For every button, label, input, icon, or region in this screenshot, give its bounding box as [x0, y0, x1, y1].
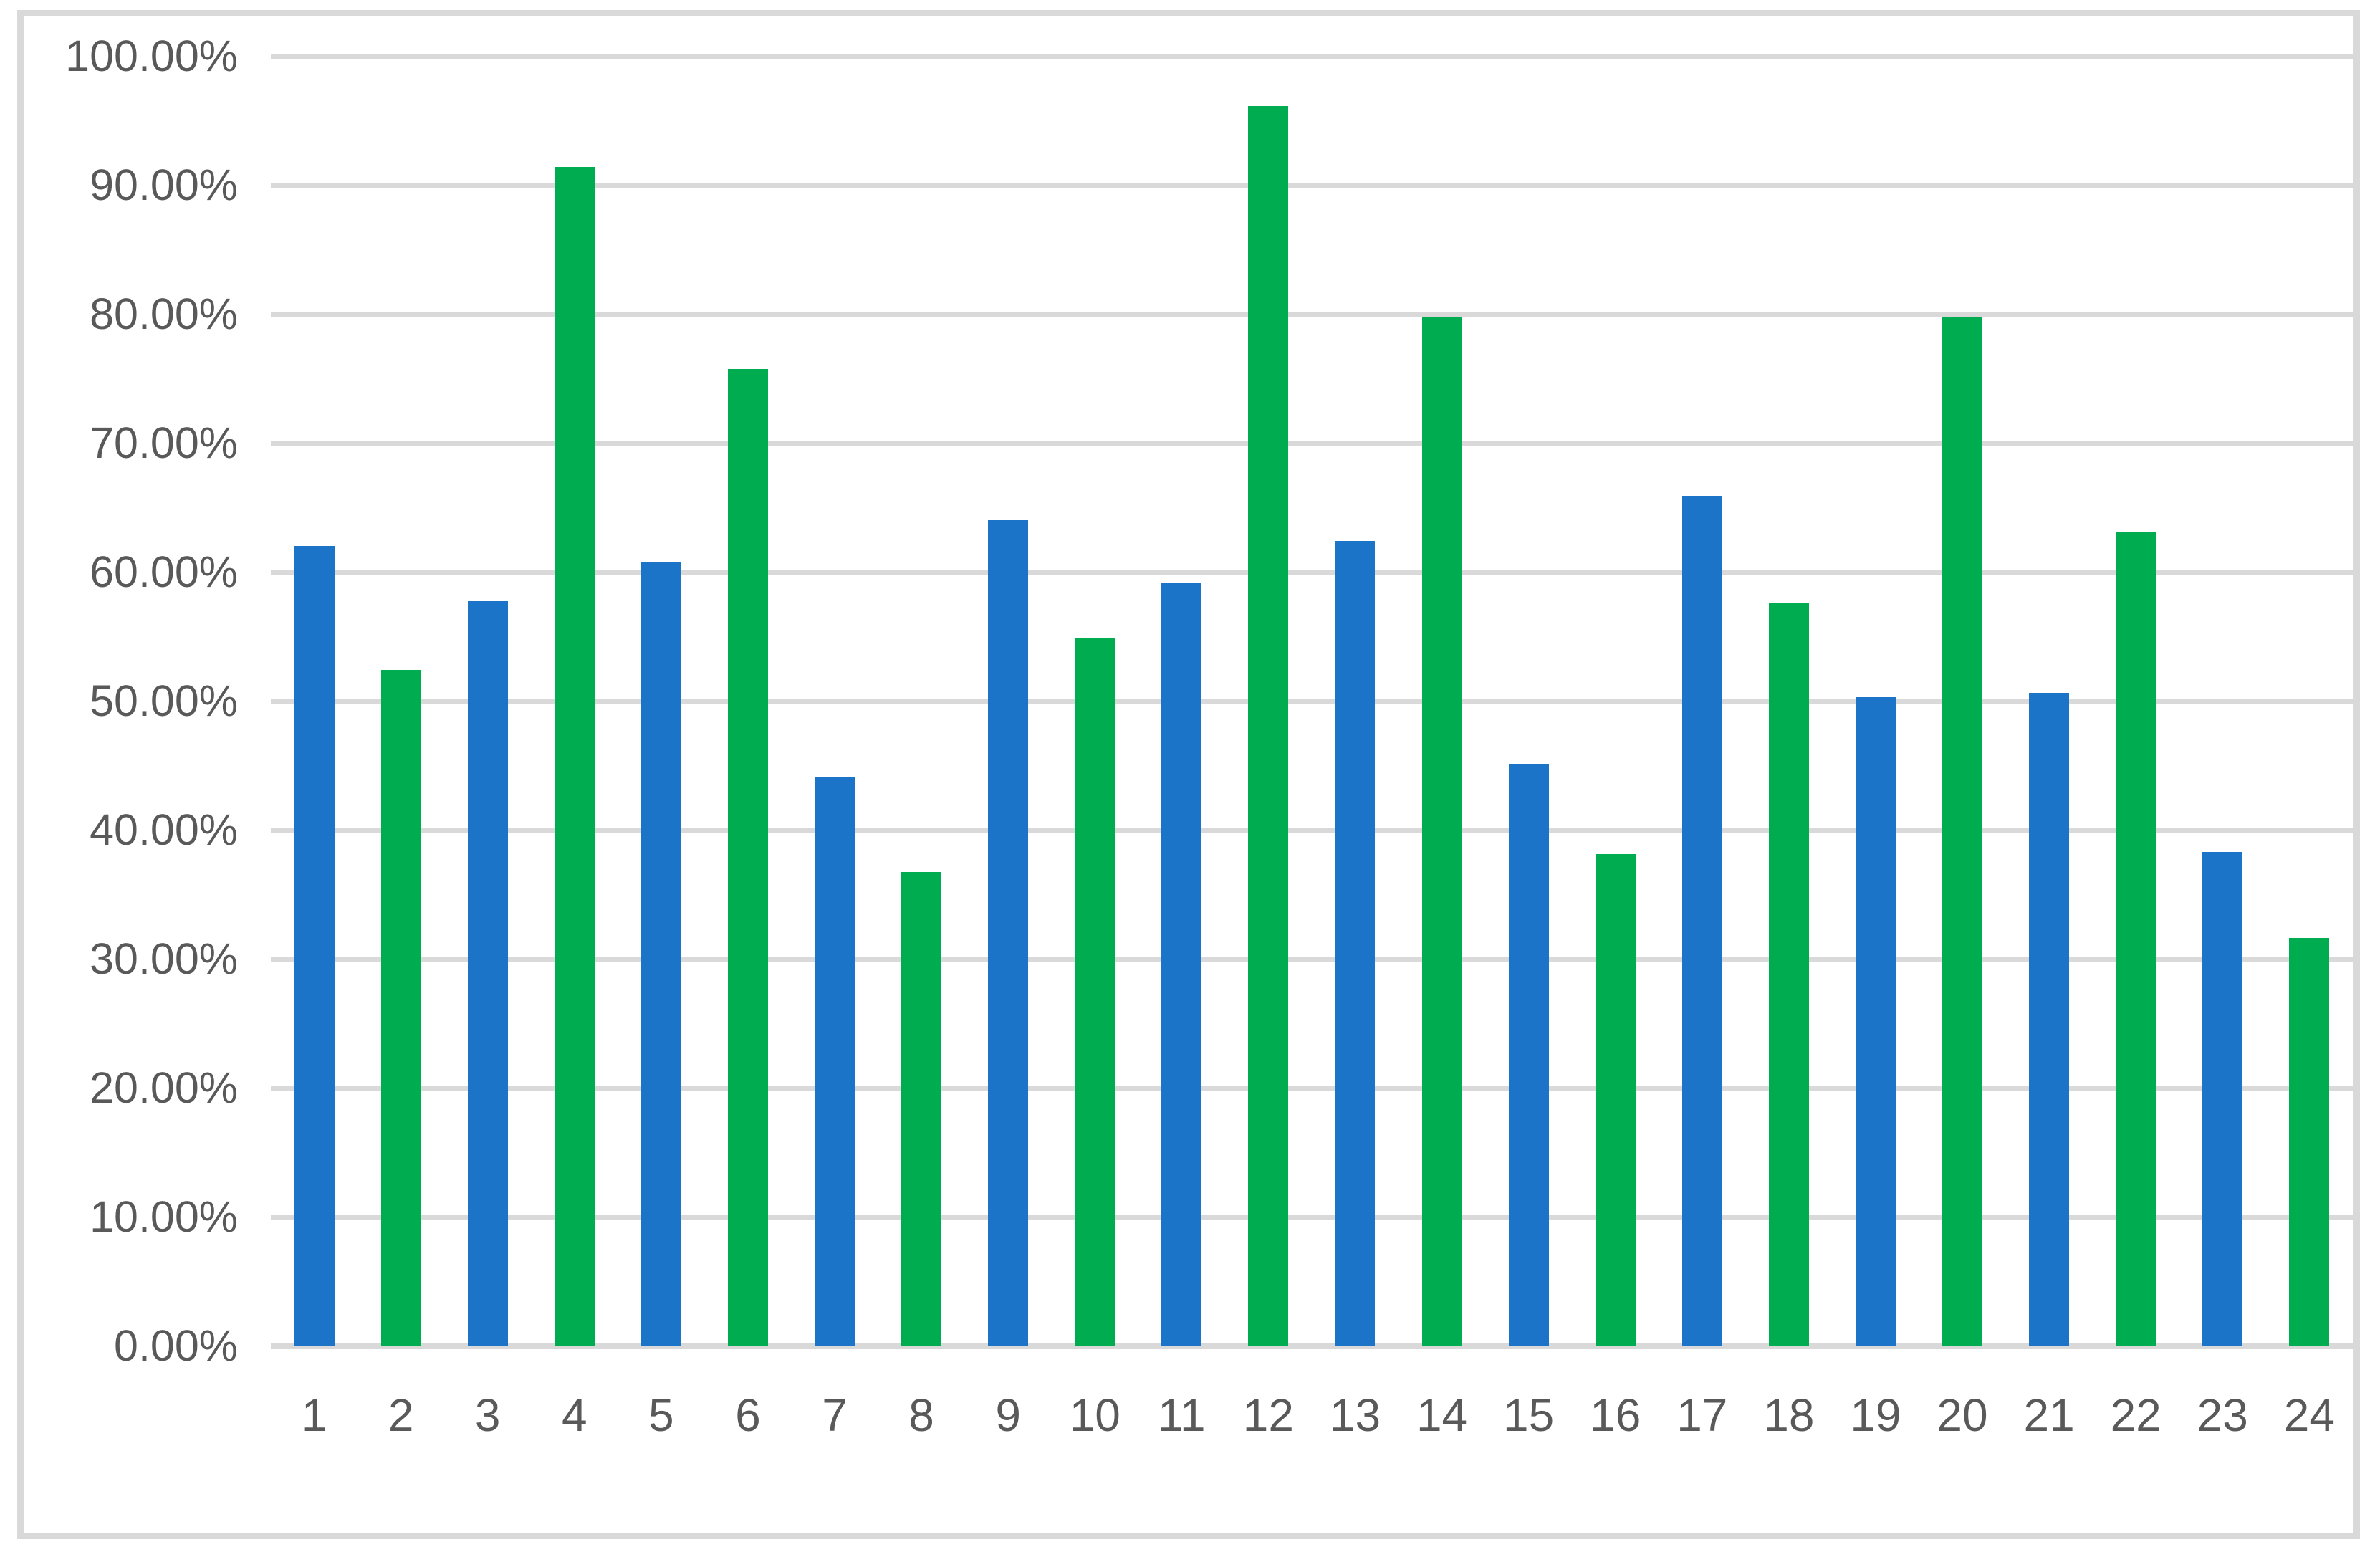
bar-19: [1855, 696, 1896, 1346]
bar-slot-1: [271, 56, 358, 1346]
x-tick-label-22: 22: [2110, 1389, 2161, 1441]
x-tick-label-18: 18: [1763, 1389, 1815, 1441]
bar-8: [901, 872, 942, 1346]
bar-11: [1161, 583, 1202, 1346]
y-tick-label-10: 10.00%: [90, 1192, 238, 1241]
gridline-40: [271, 827, 2353, 833]
gridline-80: [271, 311, 2353, 317]
bar-slot-3: [444, 56, 531, 1346]
y-tick-label-80: 80.00%: [90, 289, 238, 338]
plot-area: [271, 53, 2353, 1349]
x-tick-label-2: 2: [388, 1389, 414, 1441]
bar-slot-15: [1485, 56, 1572, 1346]
x-axis-line: [271, 1342, 2353, 1349]
x-axis-labels: 1 2 3 4 5 6 7 8 9 10 11 12 13 14 15 16 17 18 19 20 21 22 23 24: [271, 1379, 2353, 1458]
y-tick-label-40: 40.00%: [90, 805, 238, 854]
bar-13: [1335, 540, 1376, 1346]
gridline-100: [271, 53, 2353, 59]
y-tick-label-90: 90.00%: [90, 161, 238, 209]
x-tick-label-19: 19: [1850, 1389, 1901, 1441]
bar-slot-17: [1659, 56, 1745, 1346]
x-tick-label-14: 14: [1416, 1389, 1468, 1441]
bars-layer: [271, 56, 2353, 1346]
bar-22: [2116, 532, 2156, 1346]
y-axis-labels: 0.00% 10.00% 20.00% 30.00% 40.00% 50.00% 60.00…: [0, 0, 238, 1557]
gridline-70: [271, 440, 2353, 446]
bar-slot-18: [1745, 56, 1832, 1346]
x-tick-label-16: 16: [1590, 1389, 1641, 1441]
bar-6: [727, 369, 768, 1346]
y-tick-label-50: 50.00%: [90, 676, 238, 725]
bar-slot-5: [618, 56, 704, 1346]
x-tick-label-7: 7: [822, 1389, 848, 1441]
bar-17: [1681, 495, 1722, 1346]
bar-2: [380, 669, 421, 1346]
bar-slot-14: [1398, 56, 1485, 1346]
gridline-10: [271, 1214, 2353, 1220]
bar-slot-2: [358, 56, 444, 1346]
bar-slot-16: [1572, 56, 1659, 1346]
bar-slot-22: [2093, 56, 2179, 1346]
gridline-50: [271, 698, 2353, 704]
bar-slot-23: [2179, 56, 2266, 1346]
x-tick-label-13: 13: [1329, 1389, 1381, 1441]
bar-7: [815, 777, 855, 1346]
bar-slot-8: [878, 56, 965, 1346]
x-tick-label-17: 17: [1676, 1389, 1728, 1441]
bar-slot-13: [1312, 56, 1398, 1346]
bar-3: [467, 601, 508, 1346]
y-tick-label-30: 30.00%: [90, 934, 238, 983]
bar-slot-24: [2266, 56, 2353, 1346]
gridline-60: [271, 569, 2353, 575]
x-tick-label-23: 23: [2197, 1389, 2248, 1441]
x-tick-label-11: 11: [1158, 1389, 1206, 1441]
bar-12: [1248, 106, 1289, 1346]
bar-10: [1075, 637, 1115, 1346]
bar-5: [640, 562, 681, 1346]
y-tick-label-100: 100.00%: [65, 32, 238, 80]
bar-16: [1595, 854, 1636, 1346]
x-tick-label-8: 8: [908, 1389, 934, 1441]
bar-1: [294, 546, 335, 1346]
x-tick-label-4: 4: [561, 1389, 587, 1441]
bar-20: [1942, 317, 1983, 1346]
bar-21: [2029, 693, 2070, 1346]
bar-slot-4: [531, 56, 618, 1346]
y-tick-label-70: 70.00%: [90, 418, 238, 467]
gridline-20: [271, 1085, 2353, 1091]
x-tick-label-10: 10: [1069, 1389, 1121, 1441]
bar-23: [2202, 851, 2243, 1346]
y-tick-label-60: 60.00%: [90, 547, 238, 596]
bar-slot-12: [1225, 56, 1312, 1346]
bar-slot-7: [791, 56, 878, 1346]
bar-9: [988, 520, 1029, 1346]
y-tick-label-20: 20.00%: [90, 1063, 238, 1112]
bar-slot-21: [2006, 56, 2093, 1346]
x-tick-label-15: 15: [1503, 1389, 1555, 1441]
x-tick-label-24: 24: [2283, 1389, 2335, 1441]
bar-slot-6: [704, 56, 791, 1346]
x-tick-label-20: 20: [1937, 1389, 1988, 1441]
x-tick-label-6: 6: [735, 1389, 761, 1441]
bar-4: [554, 166, 595, 1346]
bar-slot-11: [1138, 56, 1225, 1346]
x-tick-label-21: 21: [2023, 1389, 2075, 1441]
x-tick-label-5: 5: [648, 1389, 674, 1441]
bar-slot-10: [1052, 56, 1138, 1346]
bar-slot-20: [1919, 56, 2005, 1346]
bar-14: [1421, 317, 1462, 1346]
bar-24: [2289, 938, 2330, 1346]
bar-slot-19: [1832, 56, 1919, 1346]
x-tick-label-9: 9: [995, 1389, 1021, 1441]
bar-slot-9: [965, 56, 1052, 1346]
y-tick-label-0: 0.00%: [114, 1321, 238, 1370]
gridline-90: [271, 182, 2353, 188]
x-tick-label-3: 3: [474, 1389, 501, 1441]
bar-15: [1508, 764, 1549, 1346]
x-tick-label-1: 1: [301, 1389, 327, 1441]
bar-18: [1768, 603, 1809, 1346]
gridline-30: [271, 956, 2353, 962]
x-tick-label-12: 12: [1242, 1389, 1294, 1441]
